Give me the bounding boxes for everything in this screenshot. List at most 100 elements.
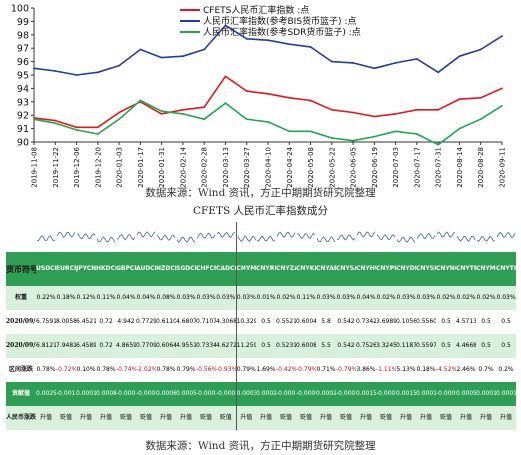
series-2-point: [437, 71, 440, 74]
table-cell: 0.6110: [156, 310, 176, 334]
sparkline-line: [356, 231, 376, 238]
sparkline-chart: [156, 234, 176, 241]
sparkline-line: [336, 234, 356, 241]
line-chart: 90 91 92 93 94 95 96 97 98 99 100 2019-11-08 2019-11…: [0, 0, 521, 190]
table-cell: 8.0058: [56, 310, 76, 334]
table-cell: 升值: [96, 406, 116, 430]
series-3-point: [501, 104, 503, 107]
table-cell: 升值: [156, 406, 176, 430]
table-cell: 4.942: [116, 310, 136, 334]
currency-header: CNYRUB: [256, 252, 276, 286]
legend-label: CFETS人民币汇率指数 :点: [203, 6, 310, 16]
sparkline-line: [316, 236, 336, 243]
table-cell: 4.4668: [456, 334, 476, 358]
sparkline-line: [476, 235, 495, 243]
currency-header: CNYTRY: [456, 252, 476, 286]
legend-label: 人民币汇率指数(参考SDR货币篮子) :点: [203, 28, 361, 38]
table-cell: 0.03%: [216, 286, 236, 310]
table-cell: 0.542: [336, 310, 356, 334]
table-cell: 0.04%: [136, 286, 156, 310]
sparkline-line: [216, 231, 236, 239]
table-cell: 4.3068: [216, 310, 236, 334]
table-cell: 0.78%: [156, 358, 176, 382]
sparkline-chart: [96, 236, 116, 243]
table-cell: 0.7%: [476, 358, 496, 382]
table-cell: -0.79%: [296, 358, 316, 382]
sparkline-cell: [136, 222, 156, 252]
currency-header: HKDCNY: [96, 252, 116, 286]
sparkline-cell: [496, 222, 516, 252]
series-1-point: [330, 108, 333, 111]
series-3-point: [139, 99, 142, 102]
series-2-point: [330, 60, 333, 63]
sparkline-chart: [237, 235, 256, 243]
table-cell: 升值: [456, 406, 476, 430]
sparkline-chart: [356, 231, 376, 238]
y-tick-label: 97: [17, 44, 29, 55]
currency-header: CNYMYR: [235, 252, 256, 286]
table-cell: 0.02%: [456, 286, 476, 310]
table-cell: 6.8121: [36, 334, 56, 358]
y-tick-label: 99: [17, 17, 29, 28]
series-2-point: [309, 45, 312, 48]
table-cell: 3.6989: [376, 310, 396, 334]
sparkline-cell: [456, 222, 476, 252]
y-tick-label: 94: [17, 84, 29, 95]
currency-header: CNYDKK: [396, 252, 416, 286]
legend-item-3: 人民币汇率指数(参考SDR货币篮子) :点: [180, 26, 361, 38]
sparkline-chart: [296, 232, 316, 240]
series-1-point: [309, 99, 312, 102]
sparkline-chart: [396, 236, 416, 243]
sparkline-chart: [76, 233, 96, 240]
sparkline-cell: [56, 222, 76, 252]
table-cell: 贬值: [296, 406, 316, 430]
x-tick-label: 2020-06-19: [371, 147, 379, 188]
sparkline-cell: [436, 222, 456, 252]
table-cell: 0.5: [436, 334, 456, 358]
table-cell: 0.7709: [136, 334, 156, 358]
series-3-point: [96, 133, 99, 135]
x-tick-label: 2020-08-28: [477, 147, 485, 188]
table-cell: -0.56%: [196, 358, 216, 382]
series-3-point: [437, 143, 440, 146]
legend-swatch: [180, 19, 200, 22]
table-cell: 10.3299: [235, 310, 256, 334]
table-cell: -2.02%: [136, 358, 156, 382]
table-cell: -0.0009%: [296, 382, 316, 406]
table-cell: 0.02%: [276, 286, 296, 310]
sparkline-line: [116, 234, 136, 241]
sparkline-line: [456, 235, 476, 242]
series-2-point: [182, 55, 184, 58]
series-2-point: [139, 48, 142, 51]
table-cell: 6.4589: [76, 334, 96, 358]
sparkline-row-label: [6, 222, 36, 252]
table-row-weight: 权重 0.22% 0.18% 0.12% 0.11% 0.04% 0.04% 0.08% 0.0…: [6, 286, 516, 310]
row-label: 权重: [6, 286, 36, 310]
table-cell: 0.0025%: [36, 382, 56, 406]
sparkline-chart: [36, 235, 56, 242]
x-tick-label: 2020-05-22: [328, 147, 336, 188]
table-cell: -0.72%: [56, 358, 76, 382]
table-cell: 0.5: [436, 310, 456, 334]
table-cell: 5.8: [316, 310, 336, 334]
table-cell: 0.5521: [276, 310, 296, 334]
currency-header: EURCNY: [56, 252, 76, 286]
table-cell: 升值: [176, 406, 196, 430]
x-tick-label: 2020-07-17: [413, 147, 421, 188]
series-3-point: [203, 118, 206, 121]
source-note-bottom: 数据来源：Wind 资讯，方正中期期货研究院整理: [145, 440, 376, 452]
series-1-point: [33, 116, 35, 119]
series-1-point: [203, 106, 206, 109]
table-cell: 贬值: [376, 406, 396, 430]
series-3-point: [224, 102, 227, 105]
table-cell: 0.1187: [396, 334, 416, 358]
sparkline-cell: [36, 222, 56, 252]
components-table: 货币符号USDCNYEURCNYJPYCNYHKDCNYGBPCNYAUDCNY…: [6, 222, 516, 434]
sparkline-cell: [336, 222, 356, 252]
table-cell: 0.10%: [76, 358, 96, 382]
sparkline-cell: [116, 222, 136, 252]
table-cell: 0.5560: [416, 310, 436, 334]
series-2-point: [54, 70, 57, 72]
table-cell: 0.5231: [276, 334, 296, 358]
series-2-point: [458, 55, 461, 58]
